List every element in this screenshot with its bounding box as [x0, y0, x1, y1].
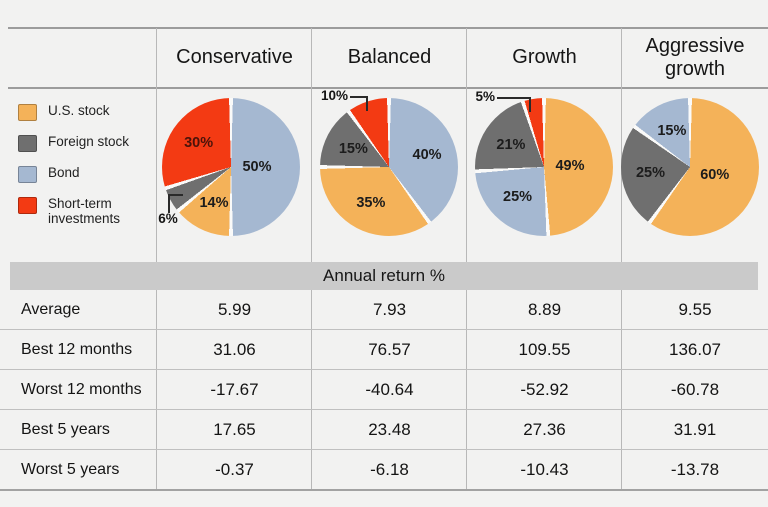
pie-slice-label: 40% — [412, 146, 442, 163]
pie-slice-label: 15% — [657, 123, 687, 140]
pie-slice-label: 15% — [338, 140, 368, 157]
column-header-growth: Growth — [512, 46, 577, 68]
value-cell: -17.67 — [210, 379, 259, 399]
value-cell: 7.93 — [372, 299, 407, 319]
pie-callout-label: 5% — [475, 89, 495, 104]
callout-connector-line — [366, 96, 368, 111]
asset-class-legend: U.S. stock Foreign stock Bond Short-term… — [18, 103, 150, 226]
pie-slice-label: 30% — [184, 135, 214, 152]
pie-slice-label: 50% — [242, 159, 272, 175]
legend-item-foreign-stock: Foreign stock — [18, 134, 150, 152]
column-divider — [466, 28, 467, 489]
value-cell: 136.07 — [669, 339, 721, 359]
legend-label: Short-term investments — [48, 196, 121, 226]
column-divider — [621, 28, 622, 489]
table-row-best-5-years: Best 5 years 17.65 23.48 27.36 31.91 — [0, 410, 768, 450]
legend-item-us-stock: U.S. stock — [18, 103, 150, 121]
pie-slice-label: 14% — [199, 195, 229, 212]
callout-connector-line — [529, 97, 531, 112]
column-divider — [311, 28, 312, 489]
pie-callout-label: 10% — [320, 88, 348, 103]
annual-return-table: Average 5.99 7.93 8.89 9.55 Best 12 mont… — [0, 290, 768, 491]
pie-slice-label: 35% — [356, 194, 386, 211]
legend-item-short-term: Short-term investments — [18, 196, 150, 226]
value-cell: 23.48 — [368, 419, 411, 439]
pie-chart-aggressive-growth: 60% 25% 15% — [621, 98, 759, 236]
table-row-worst-5-years: Worst 5 years -0.37 -6.18 -10.43 -13.78 — [0, 450, 768, 491]
value-cell: -60.78 — [670, 379, 720, 399]
column-header-conservative: Conservative — [176, 46, 293, 68]
callout-connector-line — [168, 194, 170, 213]
row-label: Best 12 months — [21, 340, 133, 358]
value-cell: 27.36 — [523, 419, 566, 439]
us-stock-swatch-icon — [18, 104, 37, 121]
pie-slice-label: 21% — [496, 136, 526, 153]
value-cell: -52.92 — [520, 379, 569, 399]
row-label: Best 5 years — [21, 420, 110, 438]
pie-chart-conservative: 50% 14% 6% 30% — [158, 98, 300, 236]
row-label: Worst 12 months — [21, 380, 142, 398]
callout-connector-line — [497, 97, 531, 99]
legend-label: Foreign stock — [48, 134, 130, 149]
pie-callout-label: 6% — [158, 211, 178, 226]
bond-swatch-icon — [18, 166, 37, 183]
value-cell: 76.57 — [368, 339, 411, 359]
value-cell: -6.18 — [370, 459, 409, 479]
table-row-best-12-months: Best 12 months 31.06 76.57 109.55 136.07 — [0, 330, 768, 370]
pie-slice-label: 49% — [555, 158, 585, 175]
column-header-balanced: Balanced — [347, 46, 432, 68]
foreign-stock-swatch-icon — [18, 135, 37, 152]
callout-connector-line — [168, 194, 183, 196]
legend-label: Bond — [48, 165, 80, 180]
value-cell: 109.55 — [518, 339, 571, 359]
value-cell: 17.65 — [213, 419, 256, 439]
value-cell: 8.89 — [527, 299, 562, 319]
callout-connector-line — [350, 96, 368, 98]
legend-item-bond: Bond — [18, 165, 150, 183]
value-cell: 5.99 — [217, 299, 252, 319]
pie-balanced-circle — [320, 98, 458, 236]
column-divider — [156, 28, 157, 489]
header-bottom-rule — [8, 87, 768, 89]
value-cell: 31.06 — [213, 339, 256, 359]
value-cell: -0.37 — [215, 459, 254, 479]
value-cell: 9.55 — [678, 299, 712, 319]
table-row-average: Average 5.99 7.93 8.89 9.55 — [0, 290, 768, 330]
pie-slice-label: 25% — [503, 189, 533, 205]
pie-chart-balanced: 40% 35% 15% 10% — [320, 88, 458, 236]
pie-slice-label: 25% — [635, 165, 665, 182]
row-label: Worst 5 years — [21, 460, 120, 478]
value-cell: 31.91 — [673, 419, 717, 439]
legend-label: U.S. stock — [48, 103, 110, 118]
header-top-rule — [8, 27, 768, 29]
column-header-aggressive-growth: Aggressive growth — [645, 34, 745, 80]
annual-return-header: Annual return % — [10, 262, 758, 290]
value-cell: -10.43 — [520, 459, 569, 479]
pie-slice-label: 60% — [700, 167, 730, 184]
value-cell: -40.64 — [365, 379, 414, 399]
pie-growth-circle — [475, 98, 613, 236]
pie-conservative-circle — [162, 98, 300, 236]
row-label: Average — [21, 300, 81, 318]
short-term-swatch-icon — [18, 197, 37, 214]
table-row-worst-12-months: Worst 12 months -17.67 -40.64 -52.92 -60… — [0, 370, 768, 410]
pie-aggressive-growth-circle — [621, 98, 759, 236]
value-cell: -13.78 — [670, 459, 720, 479]
pie-chart-growth: 49% 25% 21% 5% — [475, 89, 613, 236]
